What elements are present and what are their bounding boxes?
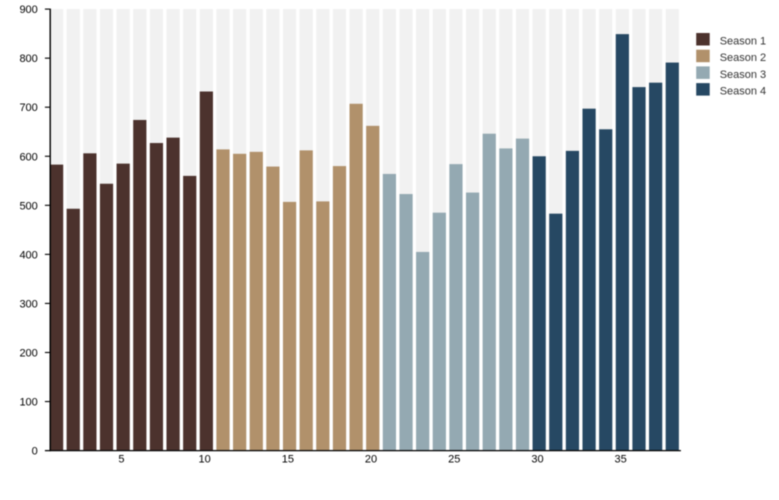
svg-text:25: 25 (448, 454, 460, 466)
svg-text:5: 5 (118, 454, 124, 466)
svg-text:Season 2: Season 2 (720, 52, 766, 64)
svg-text:900: 900 (19, 4, 37, 16)
svg-text:700: 700 (19, 102, 37, 114)
svg-text:100: 100 (19, 397, 37, 409)
svg-text:20: 20 (365, 454, 377, 466)
svg-text:10: 10 (199, 454, 211, 466)
svg-text:800: 800 (19, 53, 37, 65)
svg-text:35: 35 (615, 454, 627, 466)
svg-text:Season 3: Season 3 (720, 69, 766, 81)
svg-text:400: 400 (19, 249, 37, 261)
svg-text:15: 15 (282, 454, 294, 466)
svg-text:0: 0 (32, 446, 38, 458)
svg-text:500: 500 (19, 200, 37, 212)
svg-text:600: 600 (19, 151, 37, 163)
svg-text:30: 30 (531, 454, 543, 466)
svg-text:Season 4: Season 4 (720, 86, 766, 98)
svg-text:200: 200 (19, 347, 37, 359)
svg-text:Season 1: Season 1 (720, 36, 766, 48)
svg-text:300: 300 (19, 298, 37, 310)
